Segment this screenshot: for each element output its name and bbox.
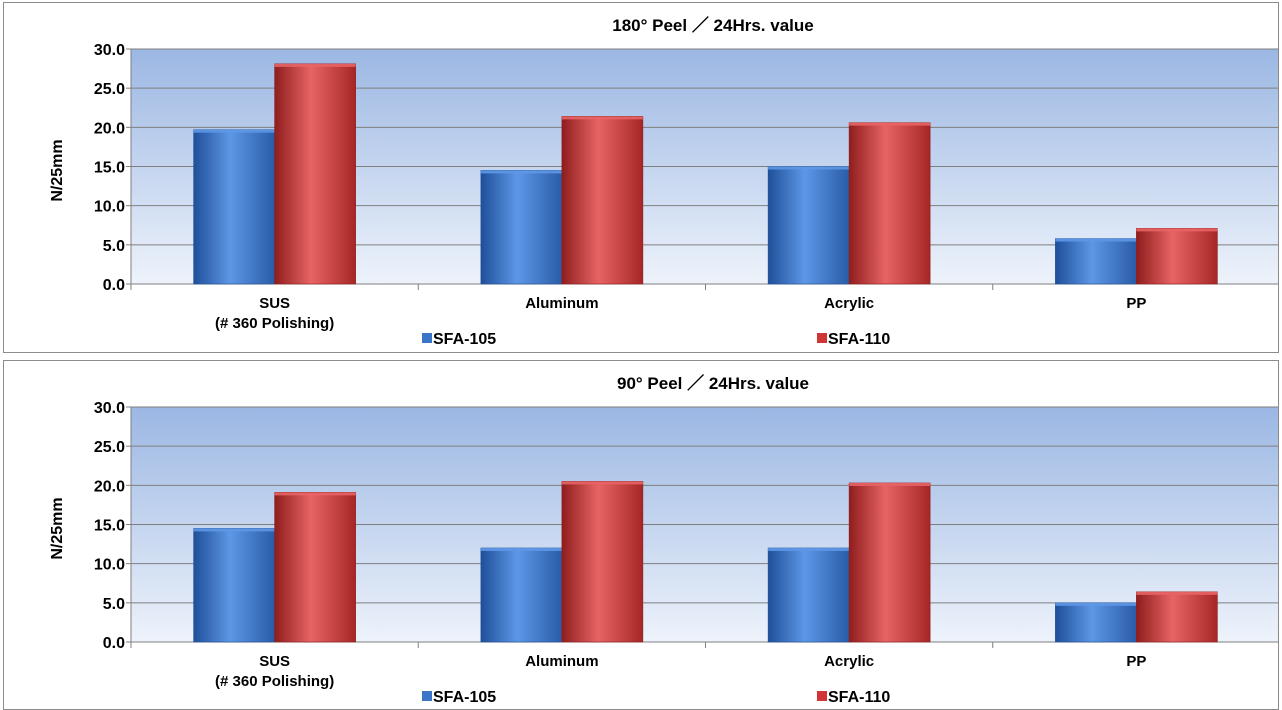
category-sublabel: (# 360 Polishing) bbox=[215, 315, 334, 332]
legend-label: SFA-105 bbox=[433, 331, 496, 348]
category-label: Acrylic bbox=[824, 653, 874, 670]
bar-cap bbox=[480, 548, 562, 551]
category-label: Acrylic bbox=[824, 295, 874, 312]
bar-cap bbox=[193, 528, 275, 532]
category-label: Aluminum bbox=[525, 295, 598, 312]
y-tick-label: 15.0 bbox=[94, 160, 125, 177]
bar-sfa-105 bbox=[480, 547, 563, 643]
bar-sfa-105 bbox=[767, 547, 850, 643]
bar-cap bbox=[849, 122, 931, 126]
bar-cap bbox=[561, 116, 643, 120]
y-tick-label: 25.0 bbox=[94, 81, 125, 98]
chart-title: 180° Peel ／ 24Hrs. value bbox=[612, 15, 813, 35]
bar-sfa-110 bbox=[848, 122, 931, 285]
y-tick-label: 0.0 bbox=[103, 635, 125, 652]
bar-sfa-110 bbox=[1136, 591, 1218, 643]
bar-cap bbox=[849, 482, 931, 486]
bar-sfa-110 bbox=[274, 63, 356, 285]
legend-label: SFA-105 bbox=[433, 689, 496, 706]
bar-cap bbox=[1136, 591, 1218, 595]
bar-sfa-105 bbox=[193, 129, 275, 285]
chart-180-svg: 180° Peel ／ 24Hrs. value 0.0 5.0 10.0 15.0 20… bbox=[49, 15, 1278, 348]
bar-sfa-105 bbox=[480, 170, 563, 285]
legend-swatch bbox=[817, 333, 827, 343]
legend-swatch bbox=[422, 691, 432, 701]
legend-label: SFA-110 bbox=[828, 331, 890, 348]
y-axis-label: N/25mm bbox=[49, 139, 66, 201]
y-tick-label: 30.0 bbox=[94, 42, 125, 59]
bar-sfa-110 bbox=[561, 116, 644, 285]
bar-cap bbox=[768, 548, 850, 551]
y-tick-label: 0.0 bbox=[103, 277, 125, 294]
y-tick-label: 25.0 bbox=[94, 439, 125, 456]
bar-cap bbox=[561, 481, 643, 485]
chart-title: 90° Peel ／ 24Hrs. value bbox=[617, 373, 809, 393]
y-axis-label: N/25mm bbox=[49, 497, 66, 559]
bar-cap bbox=[274, 492, 356, 496]
y-tick-label: 20.0 bbox=[94, 478, 125, 495]
category-sublabel: (# 360 Polishing) bbox=[215, 673, 334, 690]
chart-180-peel: 180° Peel ／ 24Hrs. value 0.0 5.0 10.0 15.0 20… bbox=[3, 2, 1279, 353]
y-tick-label: 20.0 bbox=[94, 120, 125, 137]
bar-sfa-105 bbox=[193, 528, 275, 643]
bar-sfa-110 bbox=[1136, 228, 1218, 285]
y-tick-label: 10.0 bbox=[94, 199, 125, 216]
chart-90-peel: 90° Peel ／ 24Hrs. value 0.0 5.0 10.0 15.0 20.… bbox=[3, 360, 1279, 710]
y-tick-label: 30.0 bbox=[94, 400, 125, 417]
bar-sfa-110 bbox=[561, 481, 644, 643]
chart-90-svg: 90° Peel ／ 24Hrs. value 0.0 5.0 10.0 15.0 20.… bbox=[49, 373, 1278, 706]
bar-cap bbox=[1136, 228, 1218, 232]
y-tick-label: 10.0 bbox=[94, 557, 125, 574]
bar-cap bbox=[193, 129, 275, 133]
bar-sfa-105 bbox=[767, 166, 850, 285]
bar-cap bbox=[768, 166, 850, 170]
y-tick-label: 15.0 bbox=[94, 518, 125, 535]
y-tick-label: 5.0 bbox=[103, 596, 125, 613]
category-label: SUS bbox=[259, 653, 290, 670]
category-label: SUS bbox=[259, 295, 290, 312]
legend-swatch bbox=[817, 691, 827, 701]
category-label: PP bbox=[1126, 295, 1146, 312]
bar-sfa-105 bbox=[1055, 602, 1137, 643]
bar-sfa-110 bbox=[848, 482, 931, 643]
bar-sfa-105 bbox=[1055, 238, 1137, 285]
bar-cap bbox=[274, 63, 356, 67]
legend-swatch bbox=[422, 333, 432, 343]
legend-label: SFA-110 bbox=[828, 689, 890, 706]
category-label: PP bbox=[1126, 653, 1146, 670]
bar-cap bbox=[480, 170, 562, 174]
category-label: Aluminum bbox=[525, 653, 598, 670]
bar-cap bbox=[1055, 602, 1137, 606]
bar-cap bbox=[1055, 238, 1137, 242]
y-tick-label: 5.0 bbox=[103, 238, 125, 255]
bar-sfa-110 bbox=[274, 492, 356, 643]
